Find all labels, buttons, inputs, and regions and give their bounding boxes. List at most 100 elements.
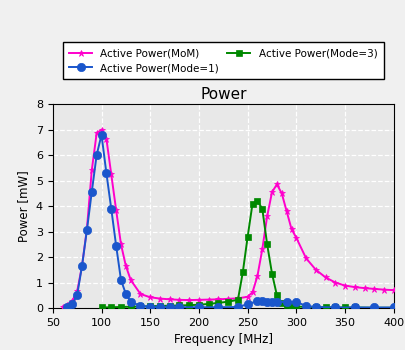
Active Power(Mode=1)	[274, 300, 279, 304]
Active Power(MoM)	[361, 286, 366, 290]
Legend: Active Power(MoM), Active Power(Mode=1), Active Power(Mode=3): Active Power(MoM), Active Power(Mode=1),…	[63, 42, 383, 79]
Active Power(MoM)	[60, 304, 65, 309]
Active Power(Mode=1)	[84, 228, 89, 232]
Active Power(Mode=1)	[138, 304, 143, 308]
Active Power(Mode=1)	[245, 302, 249, 306]
Active Power(MoM)	[254, 274, 259, 278]
Active Power(MoM)	[177, 298, 181, 302]
Active Power(Mode=1)	[215, 305, 220, 309]
Active Power(Mode=1)	[303, 304, 308, 308]
Active Power(Mode=3)	[225, 300, 230, 304]
Active Power(Mode=1)	[332, 306, 337, 310]
Active Power(MoM)	[118, 242, 123, 246]
Active Power(MoM)	[104, 136, 109, 141]
Active Power(Mode=3)	[196, 303, 201, 307]
Active Power(Mode=3)	[332, 306, 337, 310]
Active Power(MoM)	[196, 298, 201, 302]
Active Power(MoM)	[167, 297, 172, 301]
Active Power(Mode=1)	[109, 206, 113, 211]
Active Power(MoM)	[303, 256, 308, 260]
Active Power(Mode=1)	[259, 299, 264, 303]
Active Power(Mode=1)	[118, 278, 123, 282]
Active Power(MoM)	[65, 303, 70, 307]
Active Power(Mode=3)	[167, 303, 172, 308]
Active Power(Mode=3)	[254, 199, 259, 203]
Active Power(MoM)	[259, 247, 264, 252]
Active Power(Mode=3)	[99, 306, 104, 310]
Active Power(Mode=1)	[352, 306, 356, 310]
Active Power(Mode=3)	[264, 242, 269, 246]
Active Power(Mode=1)	[371, 306, 376, 310]
Active Power(MoM)	[235, 296, 240, 300]
Active Power(MoM)	[225, 297, 230, 301]
Active Power(Mode=1)	[104, 171, 109, 175]
Active Power(MoM)	[381, 288, 386, 292]
Active Power(Mode=1)	[79, 264, 84, 268]
Active Power(MoM)	[249, 290, 254, 294]
Active Power(MoM)	[75, 289, 79, 294]
Active Power(Mode=1)	[284, 300, 288, 304]
Line: Active Power(Mode=1): Active Power(Mode=1)	[63, 131, 397, 312]
Active Power(Mode=3)	[177, 303, 181, 308]
Active Power(Mode=3)	[235, 298, 240, 302]
Active Power(MoM)	[138, 292, 143, 296]
Active Power(MoM)	[94, 131, 99, 135]
Active Power(Mode=3)	[313, 305, 318, 309]
Active Power(MoM)	[147, 295, 152, 299]
Active Power(MoM)	[279, 191, 284, 195]
Active Power(Mode=3)	[240, 270, 245, 274]
Active Power(Mode=3)	[128, 304, 133, 309]
Active Power(MoM)	[99, 128, 104, 132]
Active Power(Mode=1)	[293, 300, 298, 304]
Active Power(Mode=3)	[215, 301, 220, 305]
Active Power(Mode=3)	[118, 305, 123, 309]
Active Power(Mode=3)	[269, 272, 274, 276]
Active Power(Mode=3)	[274, 293, 279, 298]
Active Power(Mode=3)	[371, 306, 376, 310]
Active Power(Mode=1)	[113, 244, 118, 248]
Active Power(Mode=1)	[147, 305, 152, 309]
Active Power(MoM)	[293, 236, 298, 240]
X-axis label: Frequency [MHz]: Frequency [MHz]	[173, 333, 272, 346]
Active Power(Mode=3)	[352, 306, 356, 310]
Active Power(MoM)	[215, 297, 220, 301]
Active Power(Mode=3)	[390, 306, 395, 310]
Active Power(Mode=1)	[70, 302, 75, 306]
Active Power(MoM)	[390, 288, 395, 292]
Active Power(Mode=1)	[313, 305, 318, 309]
Active Power(Mode=1)	[123, 292, 128, 296]
Active Power(Mode=1)	[99, 133, 104, 137]
Active Power(Mode=1)	[94, 153, 99, 157]
Active Power(MoM)	[89, 168, 94, 173]
Active Power(Mode=1)	[177, 305, 181, 309]
Active Power(MoM)	[352, 285, 356, 289]
Active Power(MoM)	[342, 284, 347, 288]
Active Power(MoM)	[274, 182, 279, 187]
Active Power(Mode=3)	[138, 304, 143, 309]
Active Power(MoM)	[288, 227, 293, 231]
Active Power(Mode=3)	[259, 206, 264, 211]
Active Power(Mode=1)	[89, 190, 94, 194]
Active Power(MoM)	[264, 214, 269, 218]
Active Power(Mode=1)	[167, 305, 172, 309]
Active Power(MoM)	[157, 296, 162, 301]
Active Power(Mode=3)	[245, 234, 249, 239]
Title: Power: Power	[200, 87, 246, 101]
Active Power(Mode=3)	[284, 303, 288, 307]
Active Power(MoM)	[313, 268, 318, 272]
Active Power(Mode=3)	[186, 303, 191, 307]
Y-axis label: Power [mW]: Power [mW]	[17, 170, 30, 242]
Active Power(Mode=1)	[128, 300, 133, 304]
Active Power(MoM)	[284, 209, 288, 213]
Active Power(Mode=3)	[279, 301, 284, 306]
Active Power(Mode=3)	[322, 305, 327, 309]
Active Power(Mode=3)	[288, 304, 293, 308]
Active Power(MoM)	[128, 278, 133, 282]
Active Power(MoM)	[371, 287, 376, 291]
Active Power(Mode=1)	[390, 306, 395, 310]
Line: Active Power(MoM): Active Power(MoM)	[59, 126, 396, 310]
Active Power(Mode=3)	[342, 306, 347, 310]
Active Power(MoM)	[79, 264, 84, 268]
Active Power(MoM)	[113, 208, 118, 212]
Active Power(MoM)	[109, 172, 113, 176]
